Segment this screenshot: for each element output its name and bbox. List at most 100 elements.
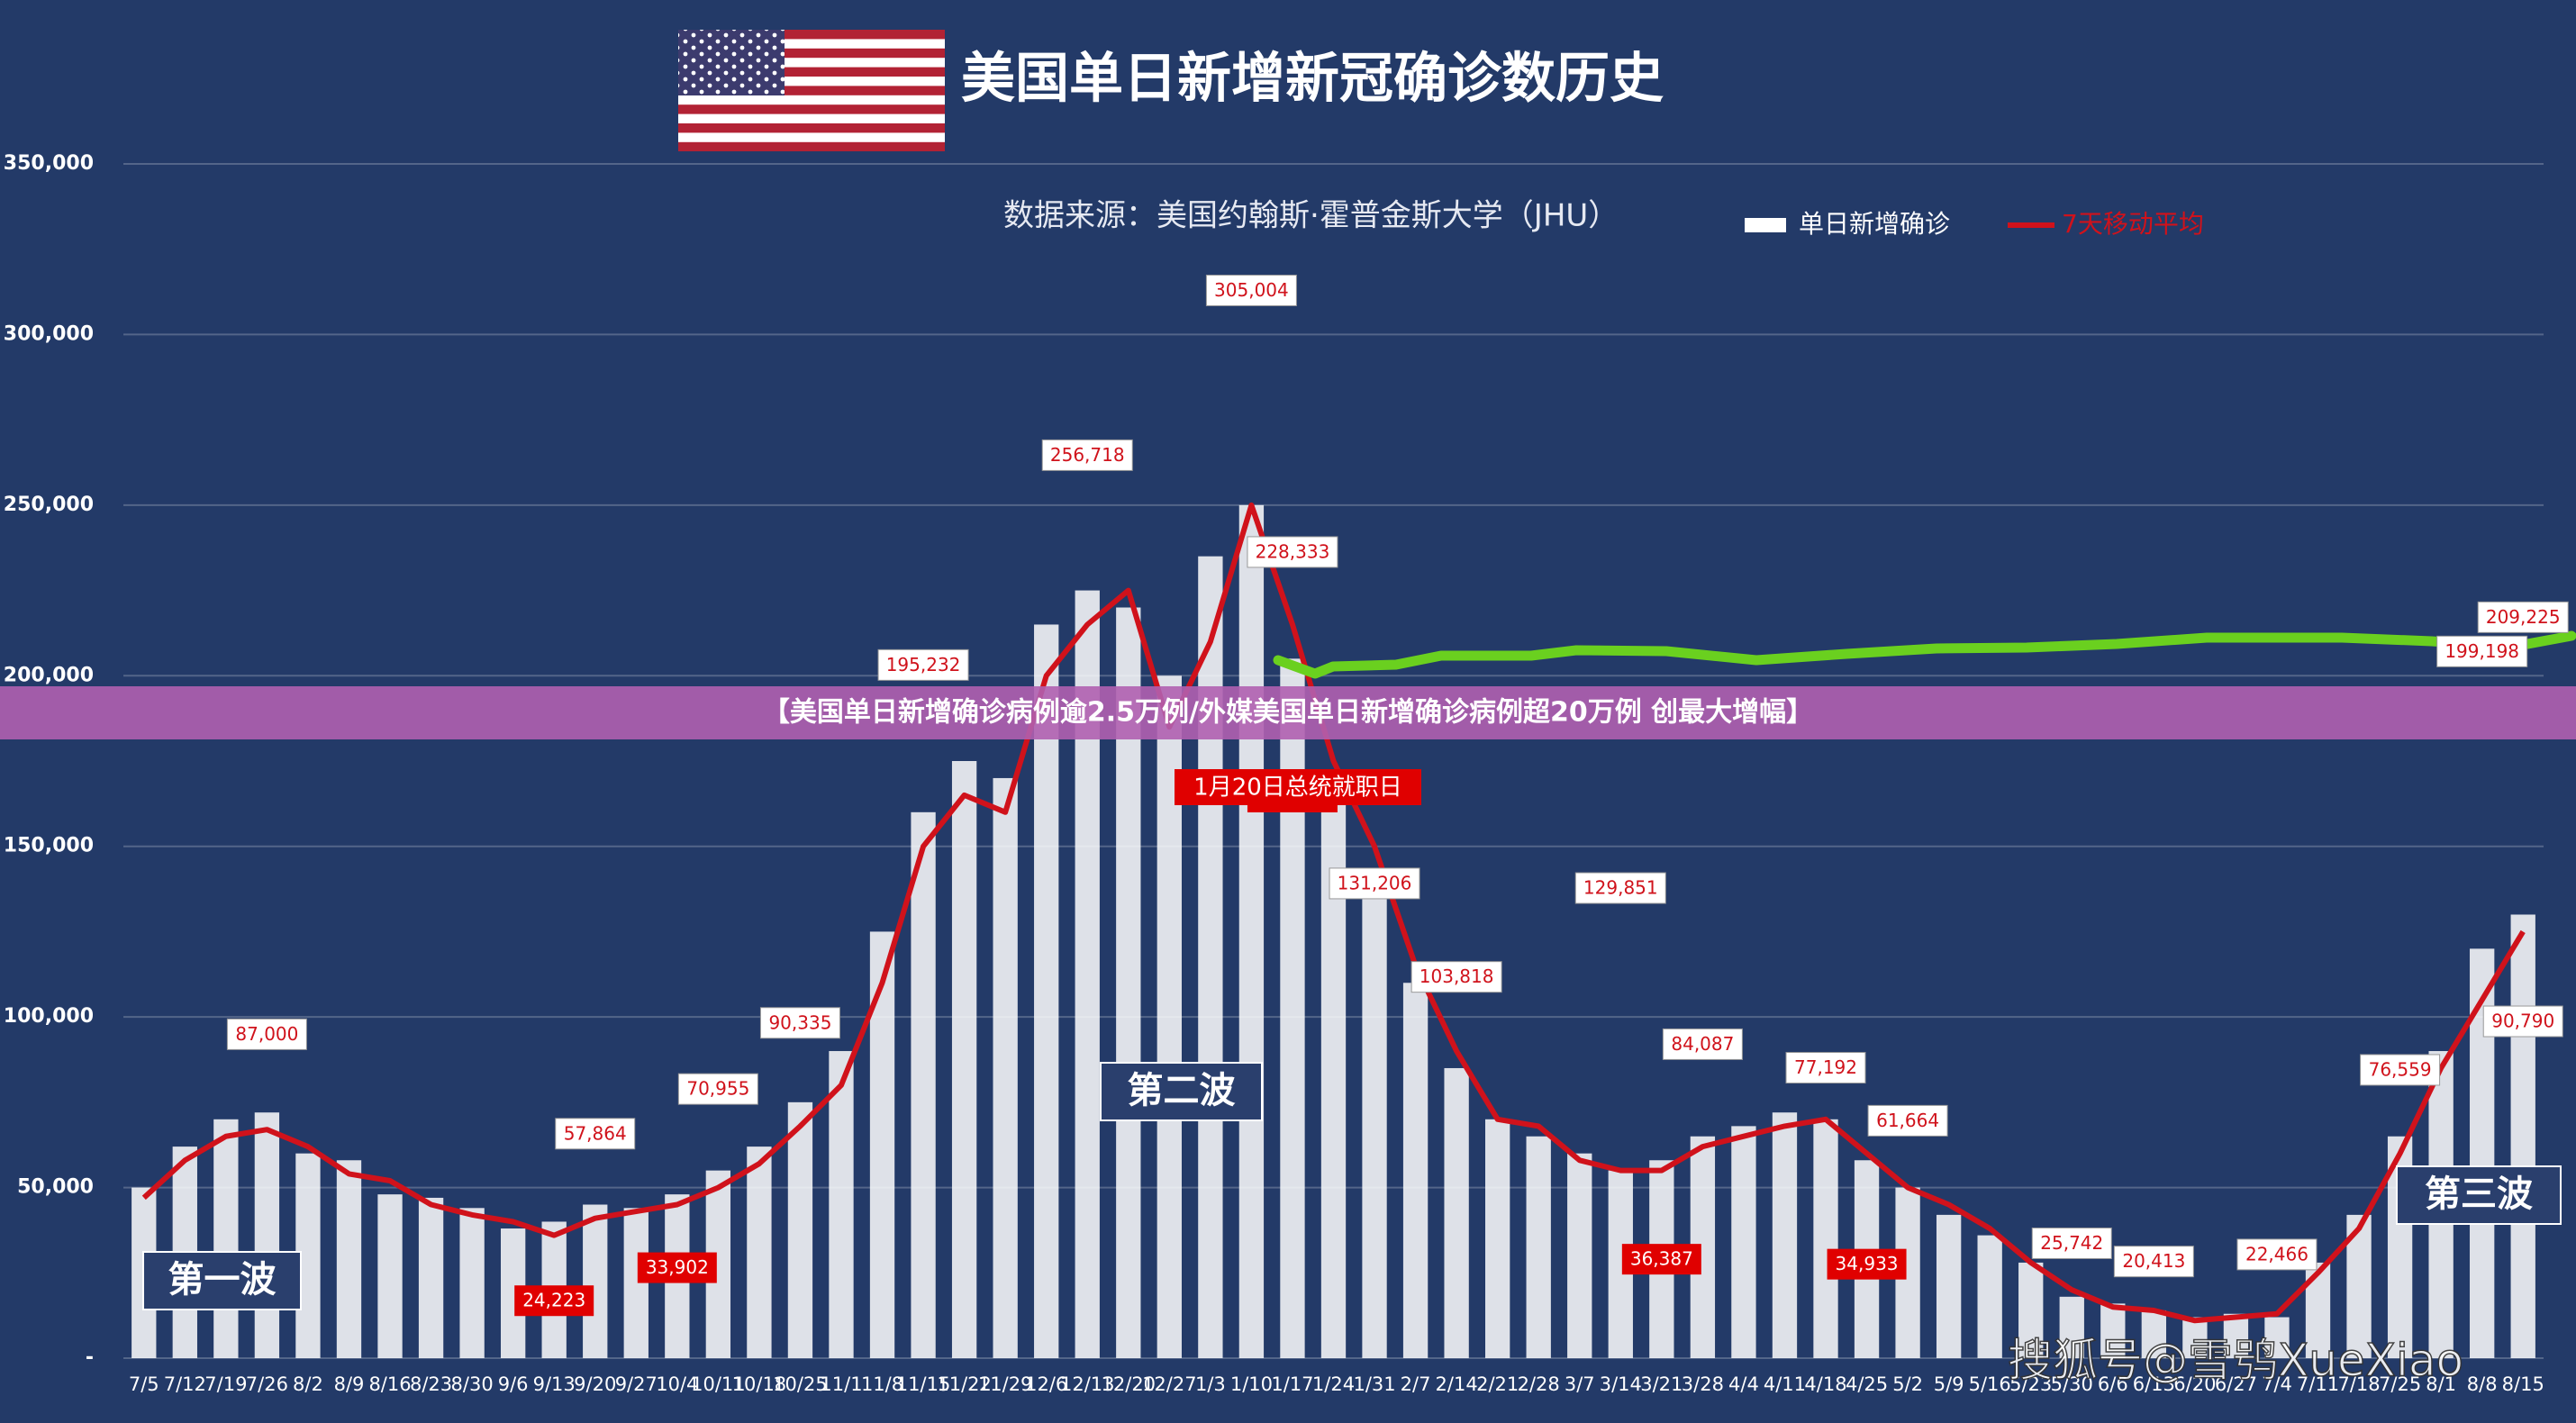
bar <box>911 811 936 1358</box>
inauguration-box <box>1175 769 1421 805</box>
annotation-label: 57,864 <box>564 1122 627 1144</box>
x-tick-label: 7/12 <box>164 1373 206 1395</box>
bar <box>1238 504 1265 1358</box>
annotation-box <box>2436 635 2528 667</box>
annotation-box <box>1662 1028 1743 1060</box>
bar <box>1813 1119 1838 1358</box>
x-tick-label: 1/31 <box>1353 1373 1395 1395</box>
moving-average-line <box>141 502 2526 1324</box>
x-tick-label: 8/2 <box>293 1373 323 1395</box>
bar <box>1567 1153 1592 1358</box>
x-tick-label: 7/4 <box>2262 1373 2292 1395</box>
annotation-box <box>1621 1244 1701 1275</box>
wave-label: 第三波 <box>2425 1174 2533 1215</box>
x-tick-label: 2/21 <box>1476 1373 1519 1395</box>
annotation-box <box>877 648 969 681</box>
bar <box>1485 1119 1510 1358</box>
bar <box>1402 983 1429 1358</box>
x-tick-label: 5/9 <box>1934 1373 1964 1395</box>
bar <box>583 1204 608 1358</box>
x-tick-label: 11/15 <box>896 1373 951 1395</box>
bar <box>951 761 977 1358</box>
highlight-line <box>1273 630 2576 679</box>
annotation-box <box>2113 1246 2194 1278</box>
bar <box>459 1208 485 1358</box>
annotation-label: 90,335 <box>768 1011 831 1033</box>
x-tick-label: 3/7 <box>1565 1373 1595 1395</box>
annotation-label: 199,198 <box>2444 640 2519 662</box>
annotation-label: 22,466 <box>2245 1243 2308 1264</box>
annotation-box <box>2360 1054 2441 1086</box>
x-tick-label: 3/28 <box>1682 1373 1724 1395</box>
us-flag <box>678 30 945 151</box>
x-tick-label: 8/15 <box>2502 1373 2544 1395</box>
x-tick-label: 6/13 <box>2133 1373 2175 1395</box>
annotation-box <box>637 1252 717 1283</box>
annotation-label: 131,206 <box>1338 872 1412 893</box>
wave-box <box>142 1251 302 1310</box>
x-tick-label: 7/5 <box>129 1373 159 1395</box>
x-tick-label: 9/20 <box>574 1373 616 1395</box>
chart-title: 美国单日新增新冠确诊数历史 <box>961 48 1664 111</box>
annotation-box <box>1785 1052 1866 1084</box>
bar <box>1936 1214 1962 1358</box>
annotation-label: 195,232 <box>886 654 961 675</box>
bar <box>2100 1303 2126 1358</box>
x-tick-label: 8/9 <box>334 1373 365 1395</box>
wave-label: 第一波 <box>168 1259 277 1301</box>
x-tick-label: 1/3 <box>1195 1373 1226 1395</box>
x-tick-label: 7/25 <box>2379 1373 2421 1395</box>
x-tick-label: 10/25 <box>773 1373 828 1395</box>
headline-banner <box>0 686 2576 739</box>
annotation-label: 61,664 <box>1876 1110 1939 1131</box>
bar <box>2182 1317 2208 1358</box>
annotation-box <box>759 1007 840 1039</box>
bar <box>377 1194 403 1358</box>
x-tick-label: 8/1 <box>2426 1373 2456 1395</box>
annotation-box <box>2482 1005 2563 1038</box>
x-tick-label: 10/4 <box>656 1373 698 1395</box>
annotation-box <box>1574 872 1666 904</box>
annotation-box <box>1205 274 1297 306</box>
x-tick-label: 2/14 <box>1436 1373 1478 1395</box>
y-tick-label: 250,000 <box>4 494 94 516</box>
bar <box>2264 1317 2290 1358</box>
x-tick-label: 2/28 <box>1518 1373 1560 1395</box>
x-tick-label: 1/10 <box>1230 1373 1273 1395</box>
x-tick-label: 1/17 <box>1271 1373 1313 1395</box>
y-tick-label: 150,000 <box>4 835 94 857</box>
x-tick-label: 10/11 <box>691 1373 746 1395</box>
annotation-box <box>1410 961 1502 993</box>
x-tick-label: 8/23 <box>410 1373 452 1395</box>
x-tick-label: 12/20 <box>1102 1373 1156 1395</box>
annotation-box <box>2236 1238 2317 1271</box>
annotation-label: 33,902 <box>646 1256 709 1278</box>
annotation-box <box>226 1018 307 1050</box>
bar <box>1444 1067 1469 1358</box>
x-tick-label: 9/27 <box>615 1373 658 1395</box>
bar <box>829 1051 854 1358</box>
overlay: 87,000 24,223 57,864 33,902 70,955 90,335 195,… <box>142 274 2569 1317</box>
y-tick-label: 50,000 <box>17 1176 94 1199</box>
x-tick-label: 6/6 <box>2098 1373 2128 1395</box>
x-tick-label: 5/2 <box>1892 1373 1923 1395</box>
annotation-label: 25,742 <box>2040 1232 2103 1254</box>
annotation-label: 34,933 <box>1836 1253 1899 1274</box>
x-tick-label: 11/8 <box>861 1373 903 1395</box>
x-tick-label: 4/25 <box>1846 1373 1888 1395</box>
annotation-box <box>1827 1248 1907 1280</box>
x-tick-label: 10/18 <box>732 1373 787 1395</box>
inauguration-label: 1月20日总统就职日 <box>1193 775 1402 802</box>
annotation-label: 103,818 <box>1420 965 1494 987</box>
x-tick-label: 5/23 <box>2009 1373 2052 1395</box>
y-tick-label: 100,000 <box>4 1005 94 1028</box>
annotation-box <box>2031 1227 2112 1259</box>
bar <box>623 1208 649 1358</box>
x-tick-label: 12/13 <box>1060 1373 1115 1395</box>
annotation-box <box>2477 601 2569 633</box>
x-tick-label: 2/7 <box>1401 1373 1431 1395</box>
x-tick-label: 4/18 <box>1804 1373 1846 1395</box>
x-tick-label: 1/24 <box>1312 1373 1355 1395</box>
annotation-label: 24,223 <box>522 1290 585 1311</box>
